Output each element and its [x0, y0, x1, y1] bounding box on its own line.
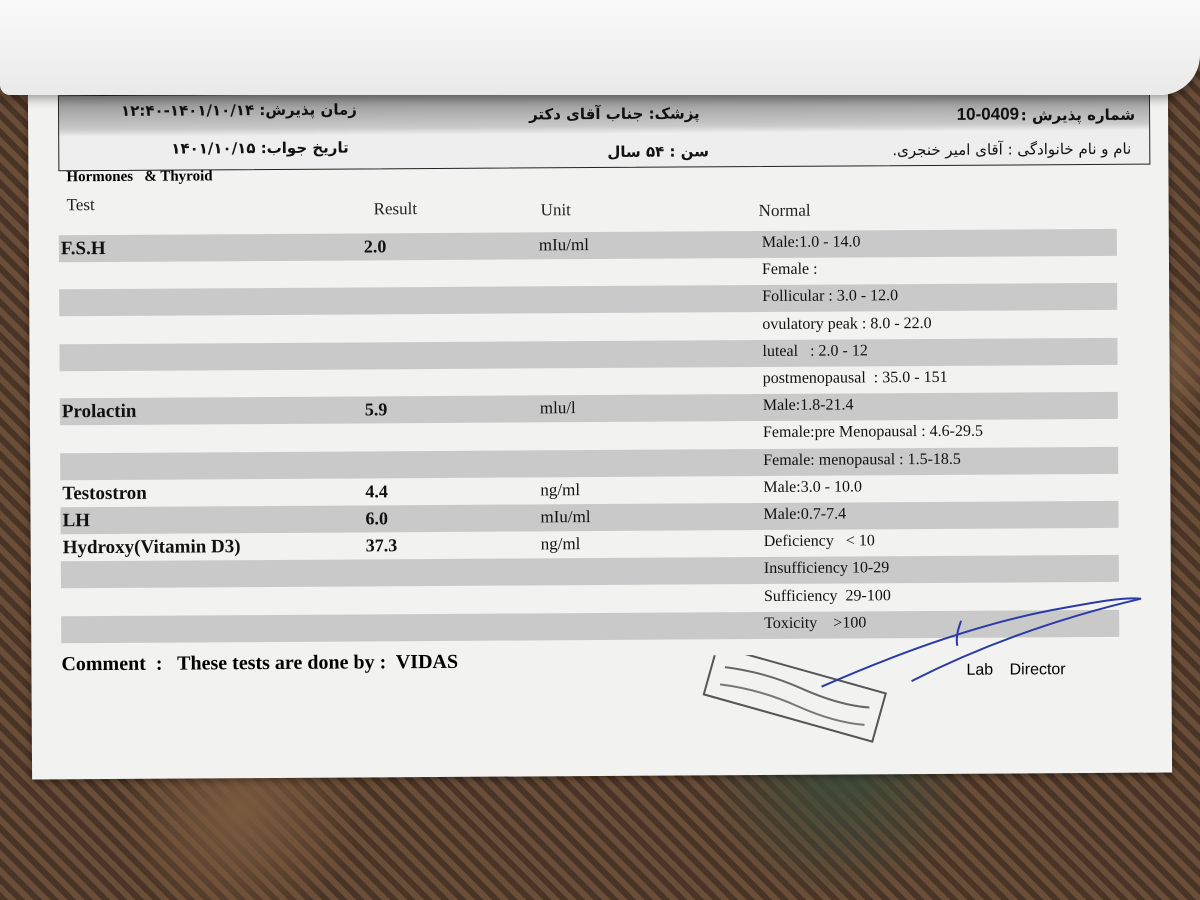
normal-range: luteal : 2.0 - 12 [762, 342, 868, 360]
normal-range: Male:1.0 - 14.0 [761, 233, 861, 252]
report-header: شماره پذیرش : 10-0409 پزشک: جناب آقای دک… [57, 88, 1151, 172]
normal-range: Insufficiency 10-29 [763, 559, 890, 578]
test-name: Testostron [62, 482, 147, 505]
test-name: LH [62, 510, 91, 532]
normal-range: ovulatory peak : 8.0 - 22.0 [762, 314, 932, 333]
normal-range: Female : [761, 260, 818, 279]
lab-report-sheet: شماره پذیرش : 10-0409 پزشک: جناب آقای دک… [27, 84, 1173, 780]
column-header-normal: Normal [758, 200, 811, 221]
lab-director-label: Lab Director [966, 661, 1066, 679]
section-title: Hormones & Thyroid [66, 168, 213, 186]
answer-date: تاریخ جواب: ۱۴۰۱/۱۰/۱۵ [171, 138, 349, 158]
test-result: 4.4 [365, 481, 388, 502]
lab-stamp [702, 654, 888, 743]
comment: Comment : These tests are done by : VIDA… [61, 650, 459, 676]
admission-time: زمان پذیرش: ۱۴۰۱/۱۰/۱۴-۱۲:۴۰ [120, 100, 357, 120]
test-unit: mIu/ml [540, 507, 591, 527]
patient-age: سن : ۵۴ سال [607, 142, 709, 161]
patient-name: نام و نام خانوادگی : آقای امیر خنجری. [892, 139, 1132, 160]
normal-range: Male:0.7-7.4 [763, 505, 847, 524]
signature [821, 597, 1142, 688]
test-name: Prolactin [61, 401, 137, 423]
test-name: Hydroxy(Vitamin D3) [62, 536, 241, 559]
column-header-unit: Unit [540, 200, 571, 220]
test-result: 6.0 [365, 508, 389, 529]
test-unit: mIu/ml [538, 235, 589, 255]
normal-range: Female: menopausal : 1.5-18.5 [763, 450, 961, 469]
folded-page-flap [0, 0, 1200, 95]
normal-range: Male:3.0 - 10.0 [763, 478, 863, 496]
test-name: F.S.H [60, 238, 106, 260]
admission-number: 10-0409 [956, 104, 1020, 124]
test-unit: ng/ml [540, 479, 581, 500]
admission-number-label: شماره پذیرش : [1020, 105, 1136, 125]
normal-range: Deficiency < 10 [763, 532, 875, 551]
normal-range: Female:pre Menopausal : 4.6-29.5 [762, 423, 984, 442]
test-unit: mlu/l [539, 398, 576, 418]
test-result: 2.0 [363, 236, 387, 257]
normal-range: Male:1.8-21.4 [762, 396, 854, 415]
normal-range: Follicular : 3.0 - 12.0 [762, 287, 899, 306]
column-header-result: Result [373, 199, 418, 219]
test-result: 5.9 [364, 399, 388, 420]
column-header-test: Test [66, 195, 95, 215]
test-unit: ng/ml [540, 534, 581, 554]
normal-range: postmenopausal : 35.0 - 151 [762, 368, 948, 388]
physician: پزشک: جناب آقای دکتر [529, 104, 700, 124]
test-result: 37.3 [365, 535, 398, 556]
